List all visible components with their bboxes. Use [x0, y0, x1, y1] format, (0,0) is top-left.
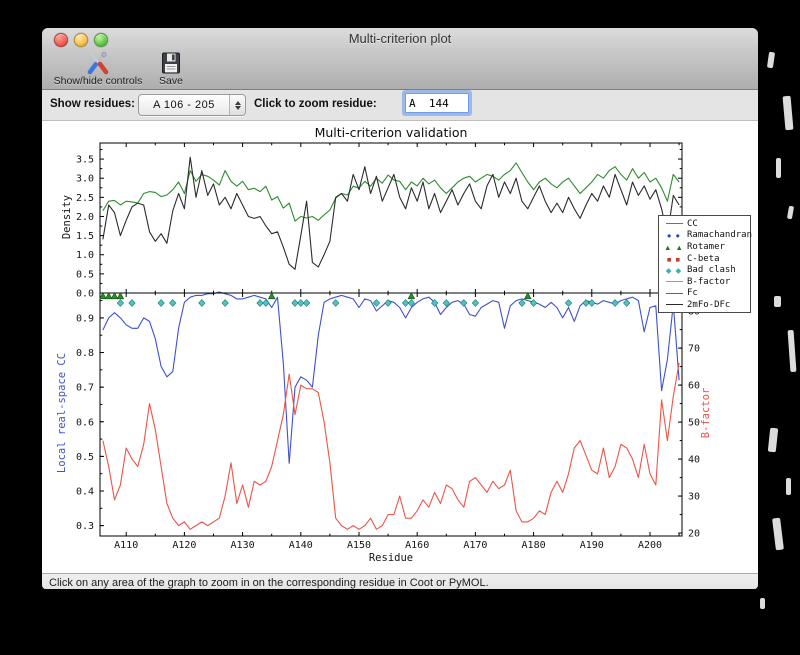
svg-text:2.0: 2.0	[76, 212, 94, 223]
zoom-button[interactable]	[94, 33, 108, 47]
svg-text:3.0: 3.0	[76, 174, 94, 185]
svg-text:A200: A200	[638, 540, 662, 551]
svg-text:30: 30	[688, 492, 700, 503]
svg-text:A170: A170	[463, 540, 487, 551]
screen-artifact	[787, 329, 797, 373]
window-title: Multi-criterion plot	[348, 31, 452, 46]
svg-text:60: 60	[688, 381, 700, 392]
svg-text:0.0: 0.0	[76, 289, 94, 300]
stepper-arrows-icon	[229, 95, 245, 115]
screen-artifact	[776, 158, 781, 178]
screen-artifact	[767, 427, 779, 453]
legend-label: Bad clash	[687, 265, 736, 276]
residue-axis-label: Residue	[368, 552, 414, 564]
legend-label: B-factor	[687, 276, 731, 287]
legend-line-swatch	[661, 301, 687, 309]
legend-item-bad-clash: ◆ ◆ Bad clash	[661, 264, 750, 276]
legend-triangles-icon: ▲ ▲	[664, 242, 684, 252]
legend-diamonds-icon: ◆ ◆	[665, 266, 683, 276]
save-label: Save	[159, 75, 183, 87]
svg-text:50: 50	[688, 418, 700, 429]
legend-item-ramachandran: ● ● Ramachandran	[661, 230, 753, 242]
controls-row: Show residues: A 106 - 205 Click to zoom…	[42, 90, 758, 121]
screen-artifact	[774, 296, 781, 307]
screen-artifact	[782, 95, 794, 131]
legend-squares-icon: ■ ■	[666, 254, 682, 264]
svg-text:A150: A150	[347, 540, 371, 551]
show-residues-label: Show residues:	[50, 98, 135, 110]
legend-label: Ramachandran	[687, 230, 753, 241]
svg-text:A130: A130	[231, 540, 255, 551]
legend-label: Rotamer	[687, 241, 725, 252]
legend-line-swatch	[661, 278, 687, 286]
status-bar: Click on any area of the graph to zoom i…	[42, 573, 758, 589]
svg-text:0.9: 0.9	[76, 313, 94, 324]
legend-label: 2mFo-DFc	[687, 299, 731, 310]
svg-text:A180: A180	[522, 540, 546, 551]
bfactor-axis-label: B-factor	[700, 387, 712, 439]
svg-text:0.4: 0.4	[76, 487, 94, 498]
screen-artifact	[760, 598, 765, 609]
svg-text:0.5: 0.5	[76, 269, 94, 280]
svg-text:A140: A140	[289, 540, 313, 551]
multi-criterion-figure[interactable]: A110 A120 A130 A140 A150 A160 A170 A180 A190 A200…	[42, 121, 758, 573]
show-hide-controls-label: Show/hide controls	[53, 75, 143, 87]
screen-artifact	[786, 478, 791, 495]
show-residues-value: A 106 - 205	[153, 99, 215, 111]
window-chrome: Multi-criterion plot Show/hide controls	[42, 28, 758, 90]
cc-axis-label: Local real-space CC	[56, 352, 68, 474]
svg-text:1.0: 1.0	[76, 250, 94, 261]
toolbar: Show/hide controls Save	[42, 50, 758, 89]
floppy-disk-icon	[150, 51, 192, 75]
svg-text:20: 20	[688, 529, 700, 540]
svg-text:0.7: 0.7	[76, 383, 94, 394]
plot-title: Multi-criterion validation	[314, 125, 468, 140]
screen-artifact	[786, 205, 795, 220]
legend-item-cc: CC	[661, 218, 750, 230]
screen-artifact	[766, 51, 776, 69]
screen-artifact	[772, 517, 784, 551]
show-residues-dropdown[interactable]: A 106 - 205	[138, 94, 246, 116]
svg-text:40: 40	[688, 455, 700, 466]
title-bar[interactable]: Multi-criterion plot	[42, 28, 758, 50]
svg-text:A190: A190	[580, 540, 604, 551]
svg-text:2.5: 2.5	[76, 193, 94, 204]
svg-text:70: 70	[688, 344, 700, 355]
show-hide-controls-button[interactable]: Show/hide controls	[46, 51, 150, 88]
plot-panel: A110 A120 A130 A140 A150 A160 A170 A180 A190 A200…	[42, 121, 758, 573]
svg-text:0.8: 0.8	[76, 348, 94, 359]
legend-label: Fc	[687, 288, 698, 299]
zoom-residue-input[interactable]	[405, 93, 469, 113]
save-button[interactable]: Save	[150, 51, 192, 88]
status-text: Click on any area of the graph to zoom i…	[49, 577, 489, 589]
legend-item-b-factor: B-factor	[661, 276, 750, 288]
legend-line-swatch	[661, 220, 687, 228]
legend-label: C-beta	[687, 253, 720, 264]
zoom-residue-label: Click to zoom residue:	[254, 98, 377, 110]
close-button[interactable]	[54, 33, 68, 47]
svg-text:A110: A110	[114, 540, 138, 551]
plot-legend: CC ● ● Ramachandran ▲ ▲ Rotamer ■ ■ C-beta ◆ ◆ B…	[658, 215, 753, 313]
multi-criterion-plot-window: Multi-criterion plot Show/hide controls	[42, 28, 758, 589]
legend-label: CC	[687, 218, 698, 229]
legend-dots-icon: ● ●	[666, 231, 682, 241]
svg-text:0.3: 0.3	[76, 521, 94, 532]
svg-text:1.5: 1.5	[76, 231, 94, 242]
legend-item-2mfo-dfc: 2mFo-DFc	[661, 299, 750, 311]
legend-line-swatch	[661, 289, 687, 297]
svg-text:0.5: 0.5	[76, 452, 94, 463]
svg-text:0.6: 0.6	[76, 417, 94, 428]
svg-text:3.5: 3.5	[76, 155, 94, 166]
legend-item-c-beta: ■ ■ C-beta	[661, 253, 750, 265]
svg-text:A160: A160	[405, 540, 429, 551]
tools-icon	[46, 51, 150, 75]
legend-item-fc: Fc	[661, 288, 750, 300]
svg-text:A120: A120	[172, 540, 196, 551]
minimize-button[interactable]	[74, 33, 88, 47]
legend-item-rotamer: ▲ ▲ Rotamer	[661, 241, 750, 253]
